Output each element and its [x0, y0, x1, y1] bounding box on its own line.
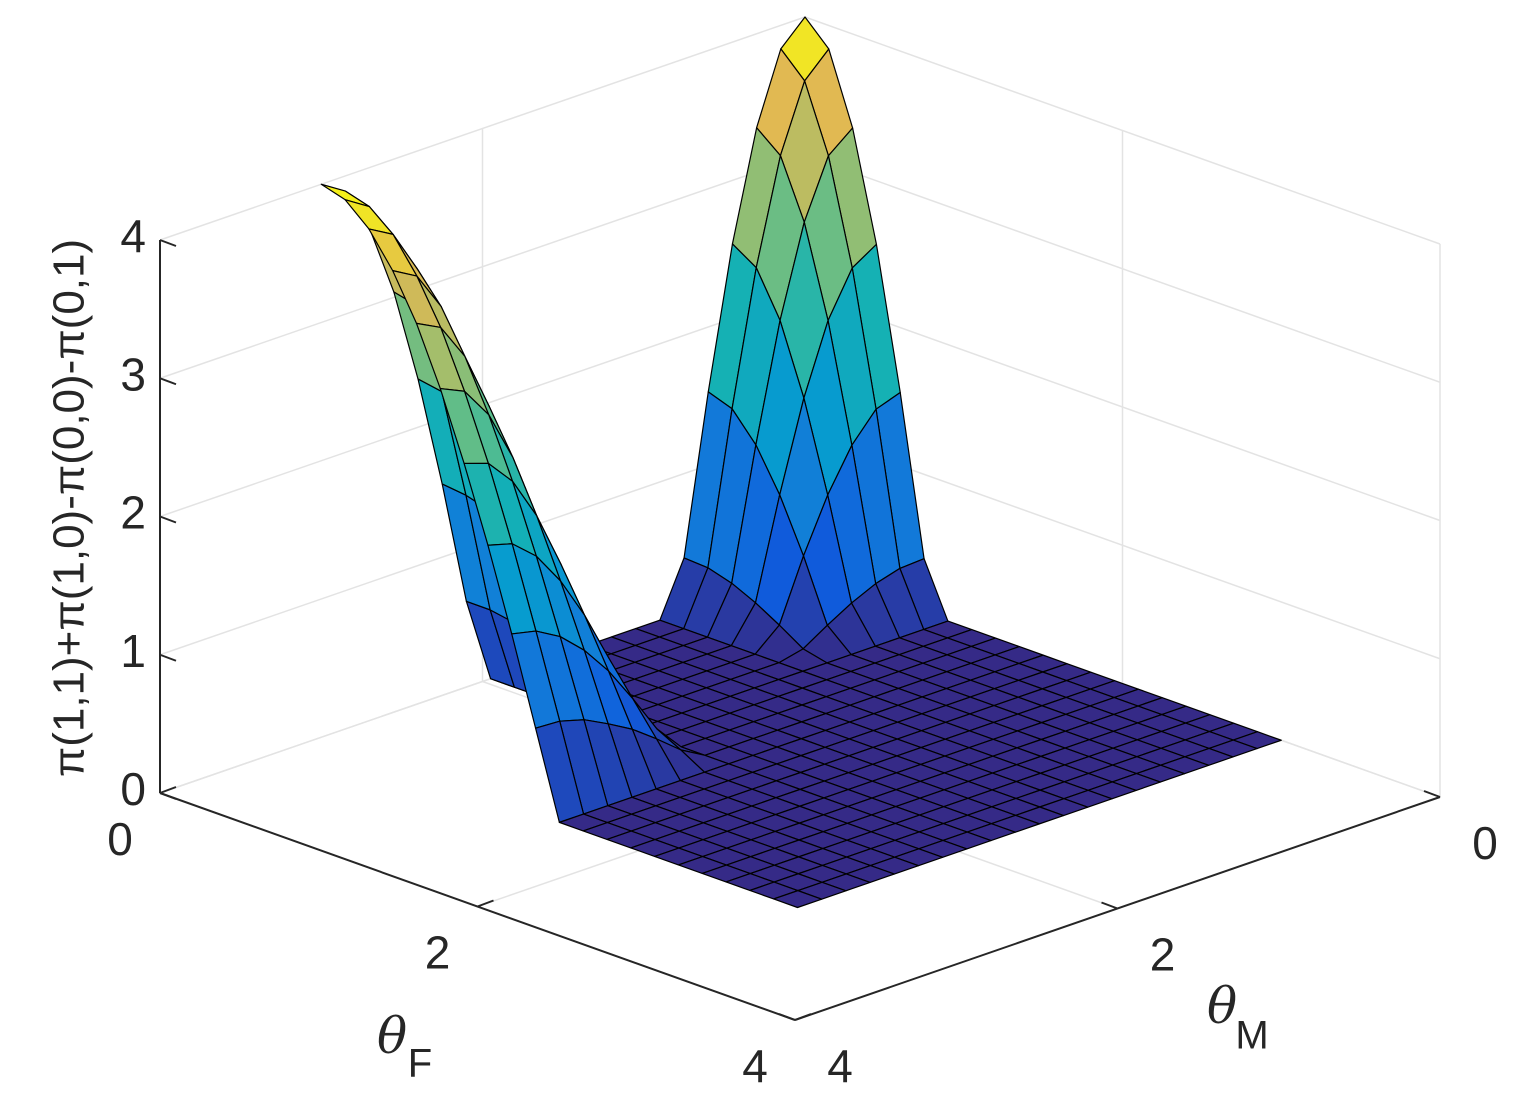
surface-face: [320, 183, 370, 208]
z-tick-label: 4: [120, 210, 146, 262]
y-tick-label: 4: [827, 1040, 853, 1092]
x-axis-label: θ: [377, 1007, 407, 1065]
z-tick: [159, 515, 177, 524]
surface-face: [368, 228, 418, 277]
y-axis-label: θ: [1207, 977, 1237, 1035]
x-tick-label: 0: [107, 813, 133, 865]
y-tick: [1423, 790, 1441, 798]
y-tick: [778, 1013, 796, 1021]
surface: [320, 16, 1282, 909]
x-tick-label: 2: [425, 927, 451, 979]
x-tick: [159, 786, 177, 794]
z-tick-label: 3: [120, 348, 146, 400]
x-tick: [794, 1013, 812, 1021]
z-tick: [159, 653, 177, 662]
z-tick-label: 2: [120, 487, 146, 539]
x-tick-label: 4: [742, 1040, 768, 1092]
grid-line: [159, 154, 806, 379]
grid-line: [804, 16, 1441, 245]
y-tick: [1101, 901, 1118, 910]
y-axis-label-subscript: M: [1235, 1014, 1268, 1058]
grid-line: [804, 292, 1441, 522]
grid-line: [159, 16, 806, 241]
z-tick-label: 0: [120, 763, 146, 815]
surface-face: [773, 890, 823, 909]
z-tick-label: 1: [120, 625, 146, 677]
z-tick: [159, 377, 177, 386]
y-tick-label: 0: [1472, 817, 1498, 869]
z-axis-label: π(1,1)+π(1,0)-π(0,0)-π(0,1): [45, 239, 94, 777]
z-tick: [159, 792, 177, 800]
y-tick-label: 2: [1150, 929, 1176, 981]
x-tick: [477, 899, 494, 908]
x-axis-label-subscript: F: [408, 1042, 432, 1086]
z-tick: [159, 239, 177, 247]
grid-line: [804, 154, 1441, 383]
